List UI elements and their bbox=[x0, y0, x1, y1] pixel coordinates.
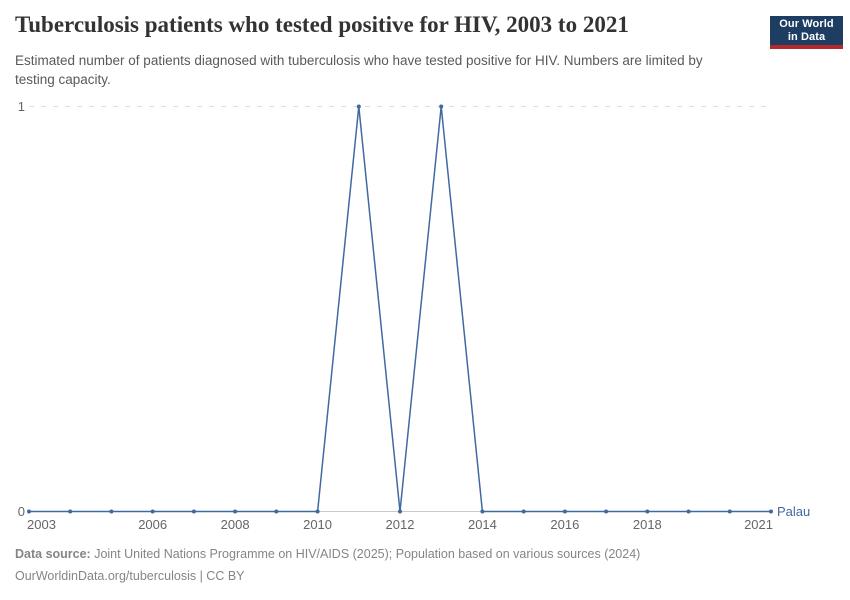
data-point bbox=[191, 509, 196, 514]
owid-logo-line2: in Data bbox=[787, 30, 826, 43]
x-tick-label: 2018 bbox=[632, 517, 662, 532]
data-point bbox=[109, 509, 114, 514]
x-tick-label: 2021 bbox=[744, 517, 773, 532]
data-point bbox=[398, 509, 402, 514]
data-point bbox=[727, 509, 732, 514]
x-tick-label: 2010 bbox=[303, 517, 333, 532]
data-point bbox=[686, 509, 691, 514]
data-point bbox=[521, 509, 526, 514]
data-point bbox=[233, 509, 238, 514]
chart-subtitle: Estimated number of patients diagnosed w… bbox=[15, 53, 703, 87]
data-source-text: Joint United Nations Programme on HIV/AI… bbox=[90, 547, 641, 561]
data-point bbox=[150, 509, 155, 514]
data-point bbox=[439, 104, 444, 109]
data-source-line: Data source: Joint United Nations Progra… bbox=[15, 547, 835, 562]
x-tick-label: 2016 bbox=[550, 517, 580, 532]
chart-title: Tuberculosis patients who tested positiv… bbox=[15, 12, 629, 37]
data-point bbox=[27, 509, 31, 514]
y-tick-label: 0 bbox=[17, 503, 25, 519]
entity-label-palau[interactable]: Palau bbox=[777, 503, 811, 519]
data-point bbox=[562, 509, 567, 514]
license-line: OurWorldinData.org/tuberculosis | CC BY bbox=[15, 569, 245, 583]
owid-logo[interactable]: Our World in Data bbox=[770, 16, 843, 49]
data-point bbox=[480, 509, 485, 514]
data-point bbox=[274, 509, 279, 514]
data-source-label: Data source: bbox=[15, 547, 91, 561]
data-point bbox=[604, 509, 609, 514]
data-point bbox=[645, 509, 650, 514]
x-tick-label: 2012 bbox=[385, 517, 415, 532]
data-point bbox=[769, 509, 773, 514]
data-line-palau bbox=[29, 105, 771, 513]
x-tick-label: 2003 bbox=[27, 517, 56, 532]
y-tick-label: 1 bbox=[17, 98, 25, 114]
data-point bbox=[356, 104, 361, 109]
data-point bbox=[68, 509, 73, 514]
chart-footer: Data source: Joint United Nations Progra… bbox=[15, 547, 835, 584]
data-point bbox=[315, 509, 320, 514]
x-tick-label: 2006 bbox=[138, 517, 168, 532]
x-tick-label: 2008 bbox=[220, 517, 250, 532]
x-tick-label: 2014 bbox=[467, 517, 497, 532]
owid-logo-line1: Our World bbox=[779, 18, 834, 30]
